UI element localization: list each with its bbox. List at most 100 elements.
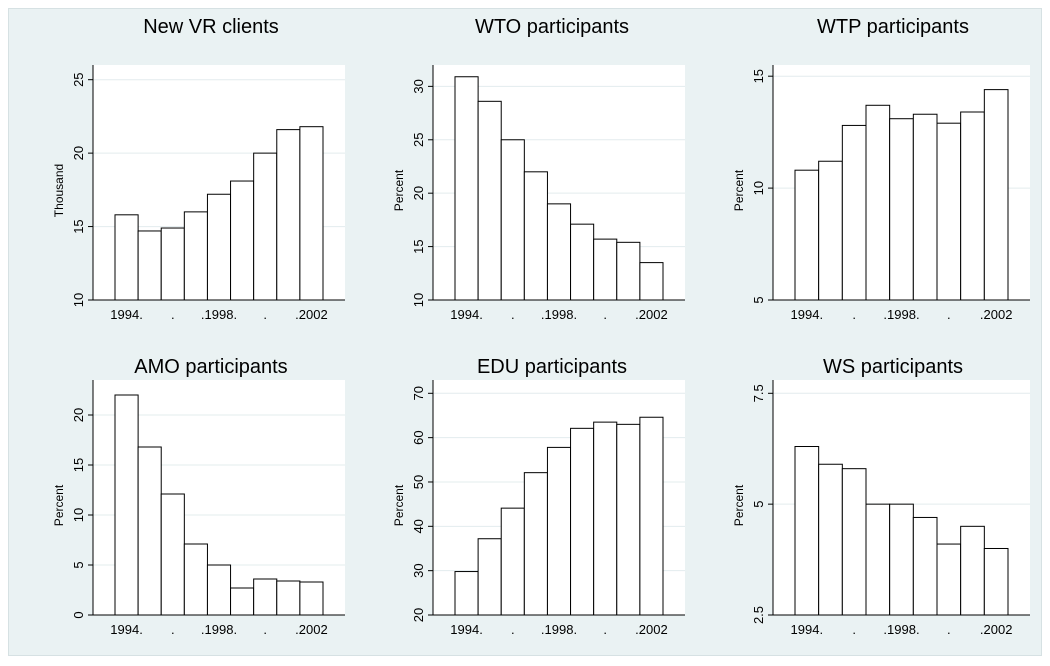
bar-1996 [841, 468, 867, 616]
y-tick-label: 25 [71, 72, 86, 86]
x-tick-label: . [947, 307, 951, 322]
y-tick-label: 40 [411, 519, 426, 533]
x-tick-label: .1998. [541, 622, 577, 637]
x-tick-label: . [171, 622, 175, 637]
bar-1995 [137, 446, 162, 616]
bar-2001 [616, 241, 641, 301]
x-tick-label: . [511, 622, 515, 637]
bar-2002 [639, 416, 664, 616]
bar-1994 [114, 394, 139, 616]
x-tick-label: . [263, 307, 267, 322]
bar-1998 [889, 503, 914, 616]
x-tick-label: . [852, 307, 856, 322]
x-tick-label: .1998. [201, 307, 237, 322]
y-tick-label: 60 [411, 430, 426, 444]
bar-1998 [546, 446, 572, 616]
chart-panel-1: 10 15 20 25 1994.. .1998.. .2002 Thousand New VR… [52, 16, 345, 322]
bar-1995 [818, 160, 843, 301]
y-tick-label: 5 [751, 501, 766, 508]
y-tick-label: 20 [71, 146, 86, 160]
x-tick-label: . [511, 307, 515, 322]
y-tick-label: 15 [71, 219, 86, 233]
y-tick-label: 0 [71, 611, 86, 618]
bar-1994 [114, 214, 139, 301]
bar-1999 [912, 516, 938, 616]
y-tick-label: 25 [411, 133, 426, 147]
bar-2002 [639, 262, 664, 301]
x-tick-label: . [603, 307, 607, 322]
bar-1999 [570, 427, 595, 616]
bar-2002 [983, 89, 1009, 301]
bar-2000 [936, 543, 962, 616]
y-axis-label: Percent [52, 484, 66, 526]
x-tick-label: . [603, 622, 607, 637]
y-tick-label: 20 [411, 186, 426, 200]
bar-2000 [253, 578, 278, 616]
y-axis-label: Percent [732, 169, 746, 211]
y-tick-label: 15 [71, 458, 86, 472]
bar-1998 [206, 564, 232, 616]
y-tick-label: 10 [411, 293, 426, 307]
x-tick-label: .2002 [635, 307, 668, 322]
y-tick-label: 10 [71, 508, 86, 522]
x-tick-label: 1994. [450, 622, 483, 637]
bar-2001 [616, 423, 641, 616]
x-tick-label: 1994. [791, 622, 824, 637]
chart-title: WTP participants [817, 16, 969, 38]
bar-1995 [137, 230, 162, 301]
bar-1997 [865, 503, 891, 616]
y-tick-label: 20 [71, 408, 86, 422]
bar-1998 [546, 203, 572, 301]
x-tick-label: .1998. [541, 307, 577, 322]
y-tick-label: 20 [411, 608, 426, 622]
bar-2002 [299, 126, 324, 301]
bar-1996 [841, 124, 867, 301]
y-tick-label: 15 [751, 69, 766, 83]
bar-1999 [230, 587, 255, 616]
chart-title: AMO participants [134, 356, 287, 378]
bar-1996 [160, 493, 185, 616]
bar-2001 [960, 111, 985, 301]
bar-2002 [299, 581, 324, 616]
y-tick-label: 2.5 [751, 606, 766, 624]
x-tick-label: . [263, 622, 267, 637]
x-tick-label: .2002 [295, 622, 328, 637]
bar-2002 [983, 547, 1009, 616]
bar-2000 [936, 122, 962, 301]
bar-1997 [523, 472, 548, 616]
y-tick-label: 50 [411, 475, 426, 489]
y-axis-label: Thousand [52, 164, 66, 217]
bar-1997 [183, 211, 208, 301]
bar-1999 [912, 113, 938, 301]
y-tick-label: 7.5 [751, 384, 766, 402]
bar-1997 [183, 543, 208, 616]
bar-2001 [960, 525, 985, 616]
y-tick-label: 70 [411, 386, 426, 400]
bar-1999 [570, 223, 595, 301]
chart-title: WTO participants [475, 16, 629, 38]
x-tick-label: .2002 [980, 307, 1013, 322]
bar-1994 [454, 571, 479, 616]
bar-2001 [276, 580, 301, 616]
x-tick-label: . [171, 307, 175, 322]
y-tick-label: 30 [411, 79, 426, 93]
y-axis-label: Percent [392, 484, 406, 526]
chart-title: New VR clients [143, 16, 279, 38]
chart-title: WS participants [823, 356, 963, 378]
x-tick-label: .1998. [201, 622, 237, 637]
chart-panel-6: 2.5 5 7.5 1994.. .1998.. .2002 Percent WS parti… [732, 356, 1030, 637]
bar-1995 [818, 463, 843, 616]
bar-2000 [593, 421, 618, 616]
bar-1994 [794, 169, 820, 301]
y-tick-label: 5 [71, 561, 86, 568]
x-tick-label: 1994. [110, 622, 143, 637]
y-axis-label: Percent [732, 484, 746, 526]
x-tick-label: .2002 [980, 622, 1013, 637]
bar-1998 [889, 118, 914, 301]
bar-1997 [523, 171, 548, 301]
bar-2001 [276, 129, 301, 301]
chart-panel-3: 5 10 15 1994.. .1998.. .2002 Percent WTP partic… [732, 16, 1030, 322]
y-tick-label: 15 [411, 239, 426, 253]
x-tick-label: 1994. [791, 307, 824, 322]
